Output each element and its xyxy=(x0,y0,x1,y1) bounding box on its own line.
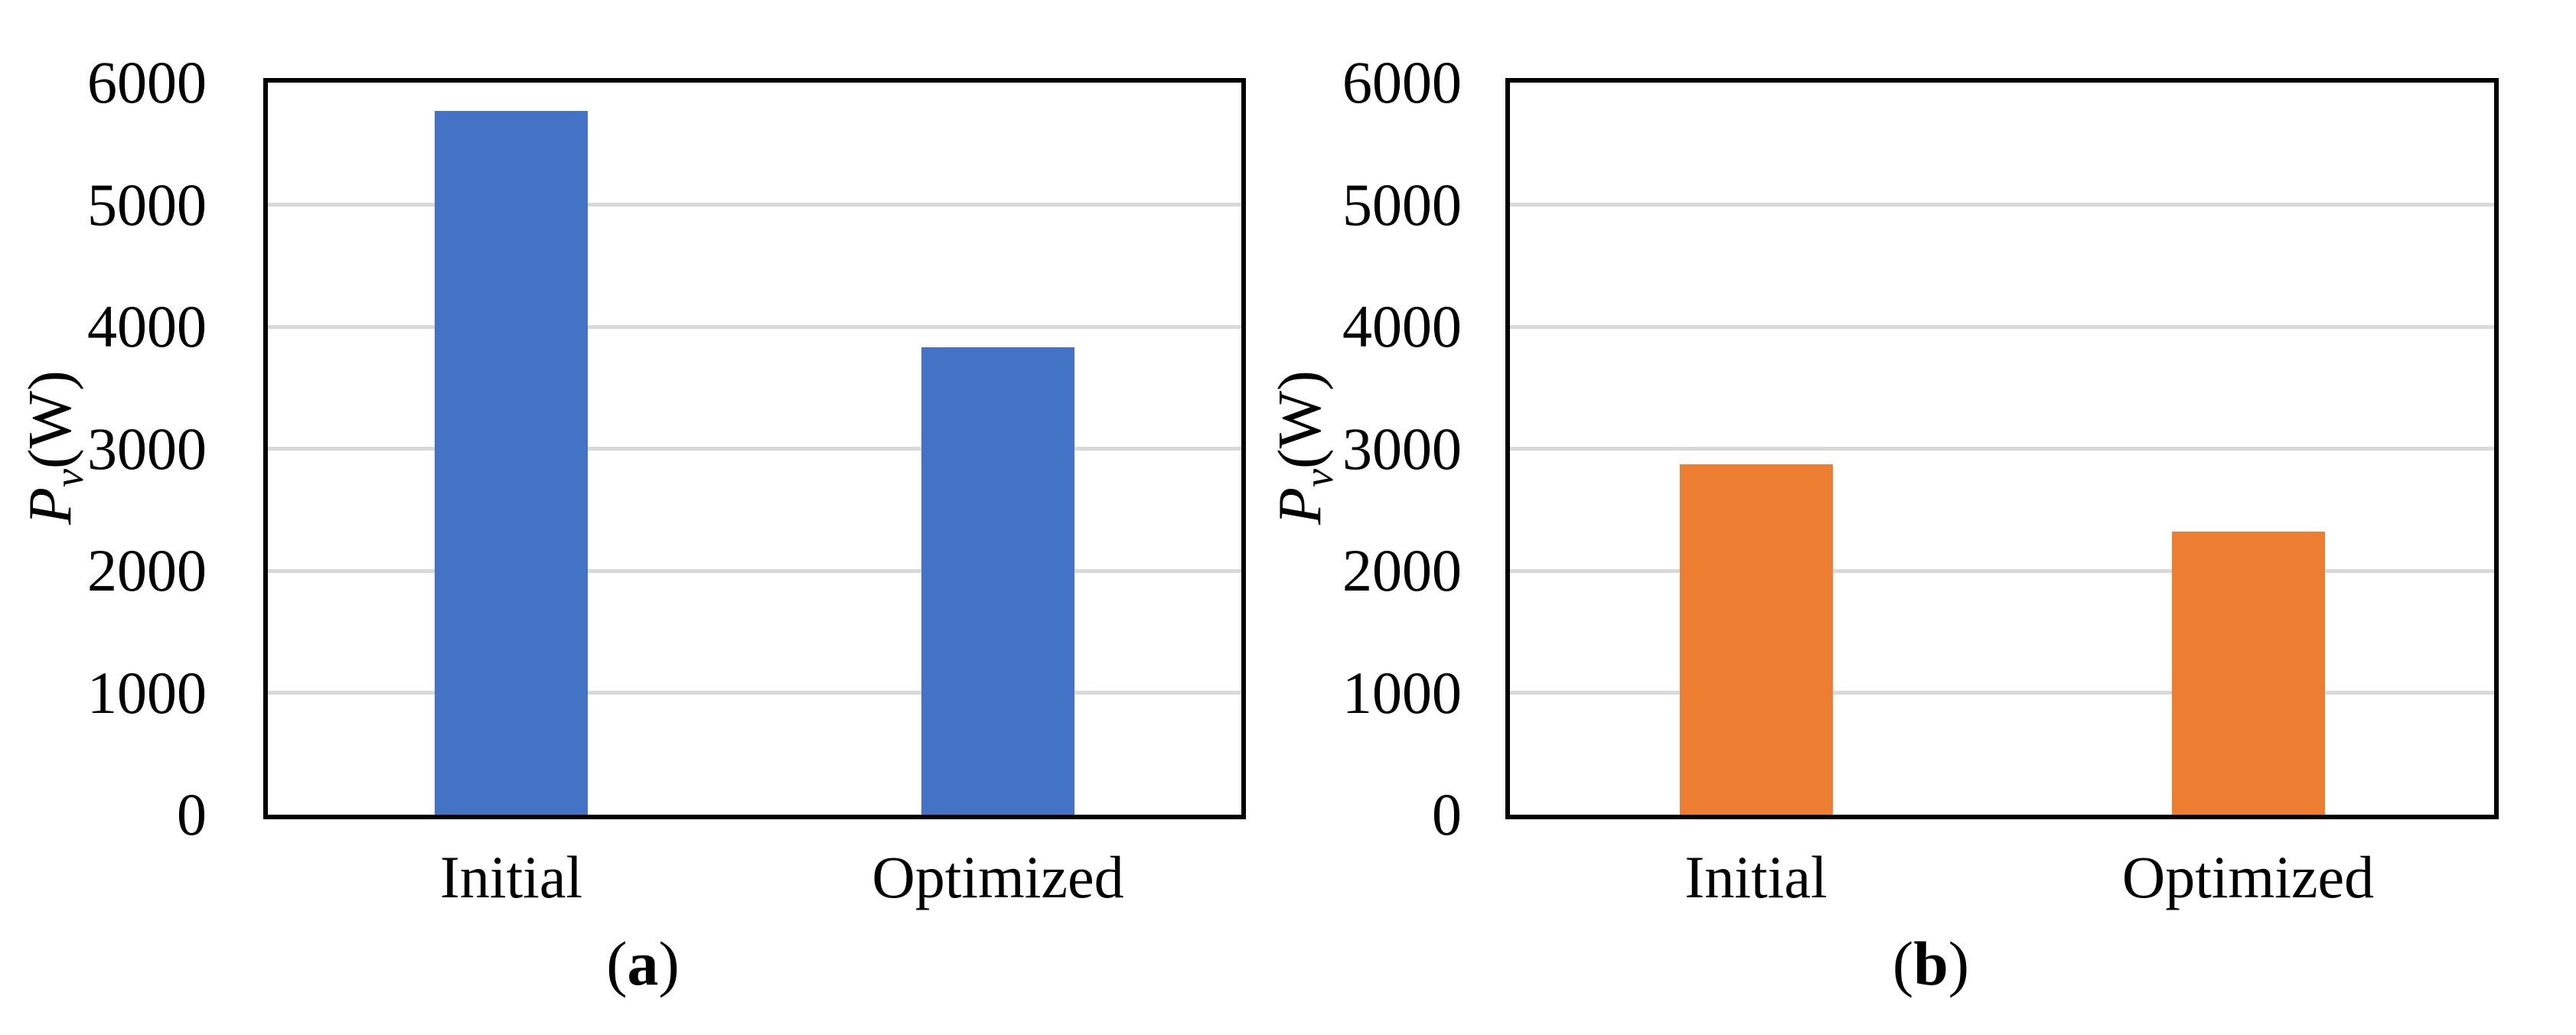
x-category-label-optimized: Optimized xyxy=(2121,844,2375,910)
caption-paren-close: ) xyxy=(658,929,680,998)
gridline-2000 xyxy=(1510,568,2494,573)
caption-letter: b xyxy=(1913,929,1948,998)
y-tick-label-1000: 1000 xyxy=(1342,659,1462,726)
caption-paren-close: ) xyxy=(1948,929,1970,998)
bar-initial xyxy=(1679,464,1833,815)
bar-optimized xyxy=(2171,531,2325,815)
y-tick-label-5000: 5000 xyxy=(87,171,207,238)
x-category-label-optimized: Optimized xyxy=(872,844,1124,910)
caption-letter: a xyxy=(627,929,659,998)
y-axis-unit: (W) xyxy=(1267,370,1334,469)
caption-paren-open: ( xyxy=(606,929,628,998)
y-axis-title: Pv(W) xyxy=(17,370,99,525)
y-tick-label-3000: 3000 xyxy=(87,415,207,482)
x-category-label-initial: Initial xyxy=(1684,844,1828,910)
panel-caption-a: (a) xyxy=(413,922,872,1006)
gridline-5000 xyxy=(1510,203,2494,207)
gridline-3000 xyxy=(1510,447,2494,451)
y-tick-label-0: 0 xyxy=(177,781,207,848)
y-axis-subscript: v xyxy=(46,468,92,487)
x-category-label-initial: Initial xyxy=(439,844,583,910)
y-tick-label-4000: 4000 xyxy=(1342,293,1462,360)
y-axis-title: Pv(W) xyxy=(1267,370,1349,525)
gridline-4000 xyxy=(268,324,1241,329)
bar-optimized xyxy=(921,347,1074,815)
y-axis-symbol: P xyxy=(17,487,84,525)
y-tick-label-0: 0 xyxy=(1432,781,1462,848)
plot-area-b xyxy=(1505,78,2499,819)
y-tick-label-3000: 3000 xyxy=(1342,415,1462,482)
y-tick-label-6000: 6000 xyxy=(1342,49,1462,116)
plot-area-a xyxy=(263,78,1246,819)
gridline-4000 xyxy=(1510,324,2494,329)
gridline-1000 xyxy=(1510,691,2494,695)
y-axis-symbol: P xyxy=(1267,487,1334,525)
y-tick-label-6000: 6000 xyxy=(87,49,207,116)
y-tick-label-2000: 2000 xyxy=(87,537,207,604)
y-tick-label-5000: 5000 xyxy=(1342,171,1462,238)
gridline-3000 xyxy=(268,447,1241,451)
gridline-2000 xyxy=(268,568,1241,573)
y-tick-label-2000: 2000 xyxy=(1342,537,1462,604)
panel-caption-b: (b) xyxy=(1701,922,2160,1006)
y-axis-subscript: v xyxy=(1296,468,1342,487)
y-axis-unit: (W) xyxy=(17,370,84,469)
bar-initial xyxy=(435,110,588,815)
caption-paren-open: ( xyxy=(1892,929,1914,998)
gridline-5000 xyxy=(268,203,1241,207)
y-tick-label-4000: 4000 xyxy=(87,293,207,360)
y-tick-label-1000: 1000 xyxy=(87,659,207,726)
gridline-1000 xyxy=(268,691,1241,695)
